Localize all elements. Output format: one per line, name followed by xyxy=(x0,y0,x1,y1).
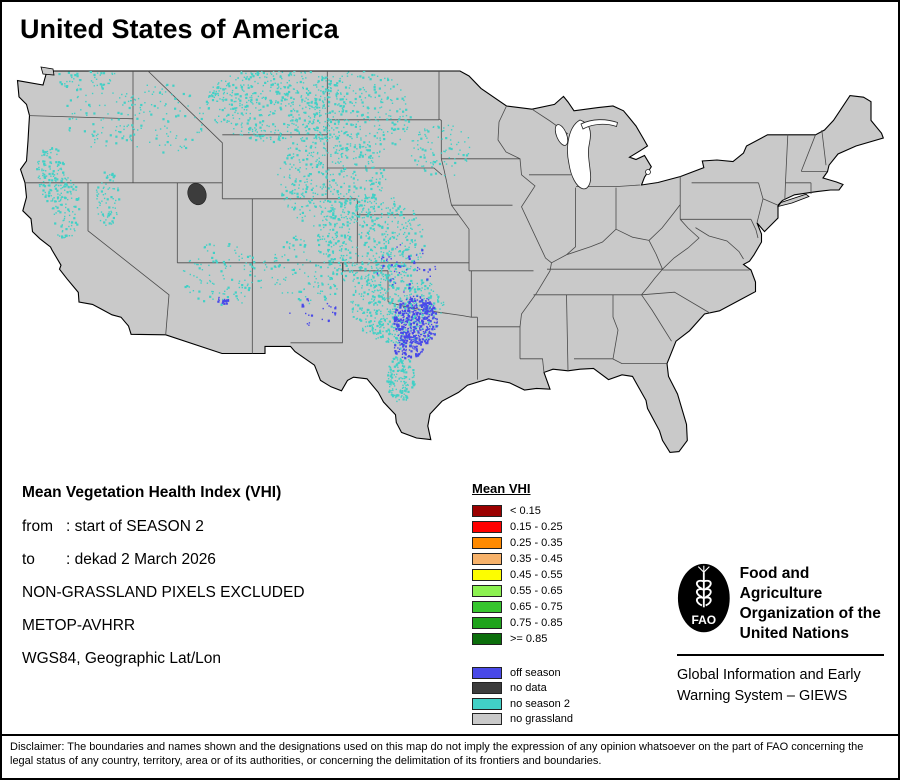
legend: Mean VHI < 0.15 0.15 - 0.25 0.25 - 0.35 xyxy=(472,481,573,727)
legend-swatch xyxy=(472,713,502,726)
legend-title: Mean VHI xyxy=(472,481,531,496)
legend-label: 0.75 - 0.85 xyxy=(510,617,563,629)
wheat-ear-icon xyxy=(696,565,712,608)
parameter-line: METOP-AVHRR xyxy=(22,617,136,634)
page-title: United States of America xyxy=(20,14,339,44)
legend-label: < 0.15 xyxy=(510,505,541,517)
legend-swatch xyxy=(472,553,502,565)
fao-logo-text: FAO xyxy=(691,613,716,627)
legend-row: off season xyxy=(472,665,573,681)
vhi-heading: Mean Vegetation Health Index (VHI) xyxy=(22,484,282,501)
legend-swatch xyxy=(472,585,502,597)
disclaimer: Disclaimer: The boundaries and names sho… xyxy=(2,734,898,768)
lake-michigan xyxy=(567,119,592,190)
period-label: from xyxy=(22,518,53,535)
giews-line: Warning System – GIEWS xyxy=(677,688,848,704)
legend-row: 0.65 - 0.75 xyxy=(472,599,573,615)
legend-row: >= 0.85 xyxy=(472,631,573,647)
legend-swatch xyxy=(472,569,502,581)
usa-vhi-map xyxy=(16,66,885,453)
legend-classes: < 0.15 0.15 - 0.25 0.25 - 0.35 0.35 - 0.… xyxy=(472,503,573,647)
legend-swatch xyxy=(472,666,502,679)
legend-row: 0.75 - 0.85 xyxy=(472,615,573,631)
no-season2-pixels xyxy=(36,71,471,403)
period-row: to : dekad 2 March 2026 xyxy=(22,551,305,569)
green-bay xyxy=(554,124,569,146)
legend-row: 0.45 - 0.55 xyxy=(472,567,573,583)
fao-logo: FAO xyxy=(677,563,730,633)
parameter-lines: NON-GRASSLAND PIXELS EXCLUDED METOP-AVHR… xyxy=(22,584,305,668)
great-lakes xyxy=(554,119,651,190)
legend-label: >= 0.85 xyxy=(510,633,548,645)
legend-row: no grassland xyxy=(472,712,573,728)
great-salt-lake xyxy=(187,182,207,206)
legend-label: 0.35 - 0.45 xyxy=(510,553,563,565)
legend-swatch xyxy=(472,537,502,549)
usa-outline xyxy=(16,70,885,453)
legend-label: 0.55 - 0.65 xyxy=(510,585,563,597)
brand-divider xyxy=(677,654,884,656)
legend-row: 0.15 - 0.25 xyxy=(472,519,573,535)
legend-swatch xyxy=(472,697,502,710)
legend-row: < 0.15 xyxy=(472,503,573,519)
org-line: United Nations xyxy=(739,625,849,642)
period-value: : dekad 2 March 2026 xyxy=(66,551,216,568)
period-label: to xyxy=(22,551,35,568)
org-line: Organization of the xyxy=(739,605,881,622)
legend-row: 0.25 - 0.35 xyxy=(472,535,573,551)
legend-swatch xyxy=(472,633,502,645)
legend-label: 0.65 - 0.75 xyxy=(510,601,563,613)
legend-label: 0.15 - 0.25 xyxy=(510,521,563,533)
giews-line: Global Information and Early xyxy=(677,667,861,683)
legend-swatch xyxy=(472,682,502,695)
org-line: Food and Agriculture xyxy=(739,565,823,602)
legend-swatch xyxy=(472,505,502,517)
state-borders xyxy=(25,70,827,380)
legend-row: 0.55 - 0.65 xyxy=(472,583,573,599)
legend-swatch xyxy=(472,601,502,613)
legend-row: no data xyxy=(472,681,573,697)
legend-label: no data xyxy=(510,682,547,695)
legend-row: no season 2 xyxy=(472,696,573,712)
legend-extras: off season no data no season 2 no grassl… xyxy=(472,665,573,727)
puget-islands xyxy=(40,66,55,76)
period-rows: from : start of SEASON 2 to : dekad 2 Marc… xyxy=(22,518,305,569)
off-season-pixels xyxy=(217,244,438,360)
org-name: Food and Agriculture Organization of the… xyxy=(740,560,884,644)
legend-row: 0.35 - 0.45 xyxy=(472,551,573,567)
parameter-line: WGS84, Geographic Lat/Lon xyxy=(22,650,222,667)
legend-label: no grassland xyxy=(510,713,573,726)
giews-name: Global Information and Early Warning Sys… xyxy=(677,665,884,707)
straits-of-mackinac xyxy=(580,119,618,130)
legend-swatch xyxy=(472,521,502,533)
long-island xyxy=(777,193,810,208)
period-value: : start of SEASON 2 xyxy=(66,518,204,535)
legend-label: 0.45 - 0.55 xyxy=(510,569,563,581)
map-parameters: Mean Vegetation Health Index (VHI) from:… xyxy=(22,484,305,683)
legend-label: off season xyxy=(510,666,561,679)
parameter-line: NON-GRASSLAND PIXELS EXCLUDED xyxy=(22,584,305,601)
fao-branding: FAO Food and Agriculture Organization of… xyxy=(677,560,884,707)
period-row: from : start of SEASON 2 xyxy=(22,518,305,536)
legend-swatch xyxy=(472,617,502,629)
legend-label: no season 2 xyxy=(510,697,570,710)
legend-label: 0.25 - 0.35 xyxy=(510,537,563,549)
lake-st-clair xyxy=(645,169,651,175)
